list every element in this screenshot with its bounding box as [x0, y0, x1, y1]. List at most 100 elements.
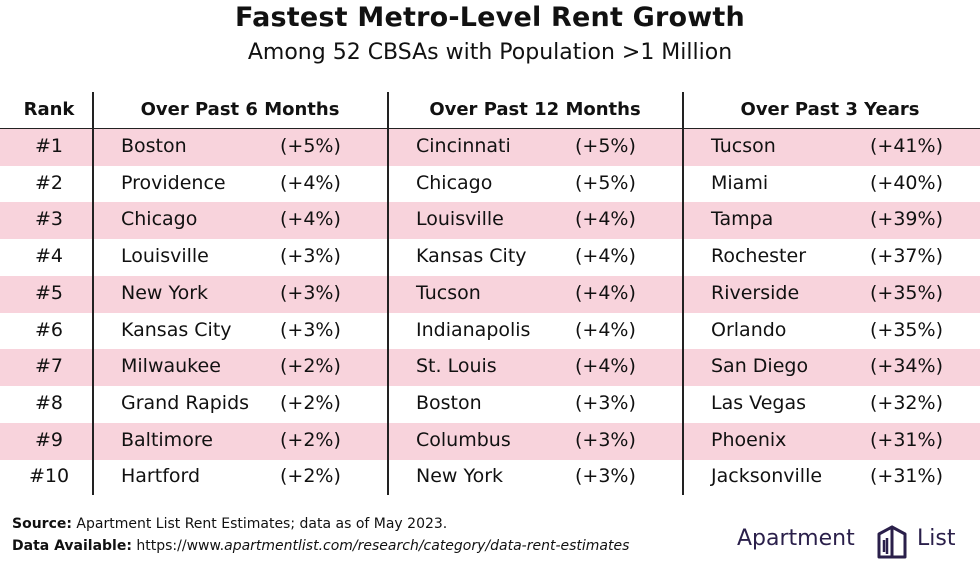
growth-3-years: (+40%) — [870, 171, 943, 194]
growth-6-months: (+4%) — [280, 208, 341, 231]
growth-12-months: (+5%) — [575, 171, 636, 194]
column-divider — [387, 92, 389, 495]
growth-6-months: (+2%) — [280, 465, 341, 488]
city-12-months: New York — [416, 465, 504, 488]
page-title: Fastest Metro-Level Rent Growth — [235, 2, 745, 33]
growth-3-years: (+31%) — [870, 465, 943, 488]
growth-12-months: (+4%) — [575, 318, 636, 341]
growth-3-years: (+39%) — [870, 208, 943, 231]
growth-3-years: (+41%) — [870, 135, 943, 157]
data-url: apartmentlist.com/research/category/data… — [224, 538, 630, 554]
city-6-months: Chicago — [121, 208, 198, 231]
data-available-note: Data Available: https://www.apartmentlis… — [12, 538, 629, 554]
column-divider — [92, 92, 94, 495]
growth-3-years: (+31%) — [870, 428, 943, 451]
header-3-years: Over Past 3 Years — [740, 99, 920, 120]
table-row: #9 Baltimore (+2%) Columbus (+3%) Phoenix (+31… — [0, 422, 980, 460]
city-3-years: Tampa — [711, 208, 774, 231]
rank-cell: #7 — [34, 355, 63, 378]
source-note: Source: Apartment List Rent Estimates; d… — [12, 516, 447, 532]
rank-cell: #5 — [34, 281, 63, 304]
header-12-months: Over Past 12 Months — [429, 99, 641, 120]
growth-3-years: (+32%) — [870, 391, 943, 414]
header-6-months: Over Past 6 Months — [140, 99, 340, 120]
table-row: #3 Chicago (+4%) Louisville (+4%) Tampa (+39%) — [0, 202, 980, 240]
table-row: #8 Grand Rapids (+2%) Boston (+3%) Las Vegas (… — [0, 386, 980, 423]
city-12-months: Boston — [416, 391, 482, 414]
growth-6-months: (+5%) — [280, 135, 341, 157]
data-url-prefix: https://www. — [131, 538, 225, 554]
table-row: #5 New York (+3%) Tucson (+4%) Riverside (+35%… — [0, 275, 980, 313]
rank-cell: #3 — [34, 208, 63, 231]
city-3-years: Tucson — [711, 135, 776, 157]
city-3-years: San Diego — [711, 355, 809, 378]
rank-cell: #8 — [34, 391, 63, 414]
logo-word-list: List — [917, 526, 956, 551]
building-icon — [877, 525, 907, 559]
growth-3-years: (+35%) — [870, 281, 943, 304]
city-3-years: Riverside — [711, 281, 800, 304]
table-row: #6 Kansas City (+3%) Indianapolis (+4%) Orlan… — [0, 313, 980, 350]
city-12-months: Columbus — [416, 428, 511, 451]
rank-cell: #2 — [34, 171, 63, 194]
city-6-months: Providence — [121, 171, 226, 194]
table-row: #1 Boston (+5%) Cincinnati (+5%) Tucson (+41%) — [0, 129, 980, 166]
growth-6-months: (+2%) — [280, 391, 341, 414]
city-12-months: Indianapolis — [416, 318, 531, 341]
city-12-months: Kansas City — [416, 245, 527, 268]
growth-12-months: (+3%) — [575, 465, 636, 488]
city-12-months: Chicago — [416, 171, 493, 194]
growth-6-months: (+3%) — [280, 245, 341, 268]
rank-cell: #9 — [34, 428, 63, 451]
city-12-months: Tucson — [416, 281, 481, 304]
rank-cell: #1 — [34, 135, 63, 157]
growth-6-months: (+4%) — [280, 171, 341, 194]
apartment-list-logo: Apartment List — [737, 522, 977, 562]
city-6-months: Milwaukee — [121, 355, 221, 378]
source-label: Source: — [12, 516, 72, 532]
column-divider — [682, 92, 684, 495]
city-3-years: Rochester — [711, 245, 806, 268]
city-6-months: Hartford — [121, 465, 201, 488]
growth-12-months: (+5%) — [575, 135, 636, 157]
city-6-months: Kansas City — [121, 318, 232, 341]
growth-6-months: (+2%) — [280, 355, 341, 378]
city-3-years: Las Vegas — [711, 391, 806, 414]
city-6-months: Boston — [121, 135, 187, 157]
city-6-months: Baltimore — [121, 428, 213, 451]
city-12-months: St. Louis — [416, 355, 497, 378]
table-header: Rank Over Past 6 Months Over Past 12 Mon… — [0, 92, 980, 129]
growth-6-months: (+3%) — [280, 281, 341, 304]
logo-word-apartment: Apartment — [737, 526, 855, 551]
page-subtitle: Among 52 CBSAs with Population >1 Millio… — [247, 40, 733, 65]
table-row: #4 Louisville (+3%) Kansas City (+4%) Rochest… — [0, 239, 980, 276]
growth-12-months: (+4%) — [575, 245, 636, 268]
rank-cell: #6 — [34, 318, 63, 341]
table-row: #10 Hartford (+2%) New York (+3%) Jacksonvill… — [0, 459, 980, 496]
growth-3-years: (+37%) — [870, 245, 943, 268]
growth-12-months: (+4%) — [575, 208, 636, 231]
city-3-years: Orlando — [711, 318, 787, 341]
growth-6-months: (+3%) — [280, 318, 341, 341]
city-3-years: Miami — [711, 171, 769, 194]
city-12-months: Cincinnati — [416, 135, 511, 157]
growth-12-months: (+4%) — [575, 281, 636, 304]
growth-6-months: (+2%) — [280, 428, 341, 451]
table-row: #7 Milwaukee (+2%) St. Louis (+4%) San Diego (… — [0, 349, 980, 387]
city-3-years: Jacksonville — [711, 465, 823, 488]
rank-cell: #4 — [34, 245, 63, 268]
city-6-months: Louisville — [121, 245, 209, 268]
rank-cell: #10 — [28, 465, 70, 488]
city-6-months: Grand Rapids — [121, 391, 250, 414]
source-text: Apartment List Rent Estimates; data as o… — [71, 516, 448, 532]
city-12-months: Louisville — [416, 208, 504, 231]
growth-3-years: (+34%) — [870, 355, 943, 378]
growth-12-months: (+3%) — [575, 391, 636, 414]
city-3-years: Phoenix — [711, 428, 787, 451]
data-available-label: Data Available: — [12, 538, 132, 554]
header-rank: Rank — [23, 99, 75, 120]
table-row: #2 Providence (+4%) Chicago (+5%) Miami (+40%) — [0, 166, 980, 203]
growth-12-months: (+3%) — [575, 428, 636, 451]
growth-3-years: (+35%) — [870, 318, 943, 341]
growth-12-months: (+4%) — [575, 355, 636, 378]
